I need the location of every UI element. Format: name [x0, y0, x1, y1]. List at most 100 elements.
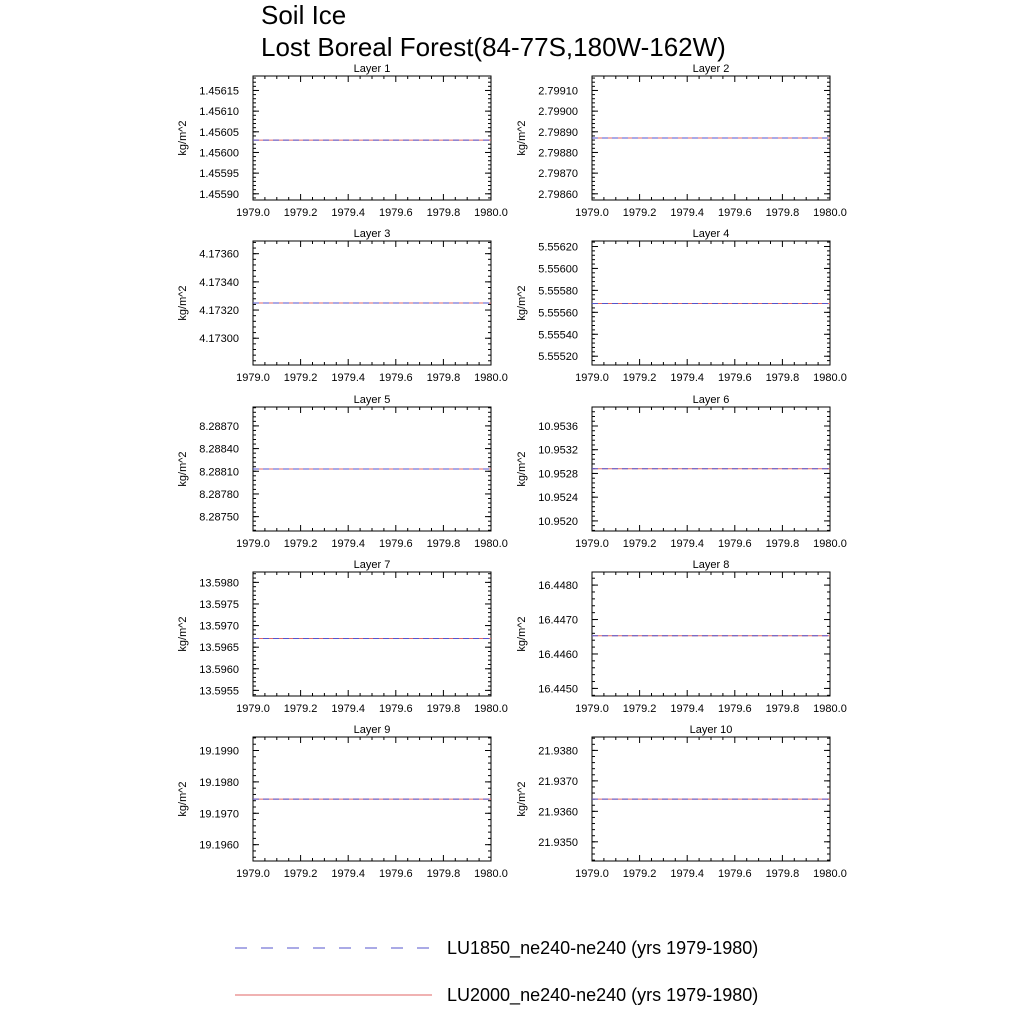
x-tick-label: 1979.0: [236, 372, 270, 384]
y-tick-label: 1.45600: [199, 147, 239, 159]
panel-layer-10: Layer 10 kg/m^2 1979.0 1979.2 1979.4 1979.6 19…: [516, 724, 847, 880]
x-tick-label: 1980.0: [813, 868, 847, 880]
x-tick-label: 1979.0: [575, 538, 609, 550]
x-tick-label: 1980.0: [474, 207, 508, 219]
y-tick-label: 13.5975: [199, 599, 239, 611]
x-tick-label: 1979.4: [670, 207, 704, 219]
y-tick-label: 13.5980: [199, 577, 239, 589]
y-tick-label: 2.79900: [538, 106, 578, 118]
panel-title: Layer 4: [693, 228, 730, 240]
x-tick-label: 1980.0: [813, 372, 847, 384]
figure-title-line1: Soil Ice: [261, 0, 346, 30]
y-tick-label: 16.4460: [538, 649, 578, 661]
y-tick-label: 13.5960: [199, 664, 239, 676]
plot-frame: [252, 571, 492, 697]
x-tick-label: 1979.6: [718, 372, 752, 384]
y-tick-label: 21.9360: [538, 806, 578, 818]
x-tick-label: 1979.2: [284, 372, 318, 384]
x-tick-label: 1979.0: [236, 207, 270, 219]
y-tick-label: 2.79890: [538, 127, 578, 139]
x-tick-label: 1979.0: [575, 868, 609, 880]
x-tick-label: 1979.4: [670, 538, 704, 550]
x-tick-label: 1979.2: [284, 703, 318, 715]
y-tick-label: 10.9532: [538, 445, 578, 457]
y-tick-label: 4.17320: [199, 305, 239, 317]
legend-label-lu2000: LU2000_ne240-ne240 (yrs 1979-1980): [447, 985, 758, 1006]
x-tick-label: 1979.2: [284, 538, 318, 550]
y-tick-label: 5.55580: [538, 285, 578, 297]
panel-layer-2: Layer 2 kg/m^2 1979.0 1979.2 1979.4 1979.6 197…: [516, 63, 847, 219]
y-tick-label: 5.55560: [538, 307, 578, 319]
y-axis-label: kg/m^2: [516, 616, 528, 651]
y-tick-label: 16.4450: [538, 683, 578, 695]
panel-title: Layer 6: [693, 394, 730, 406]
y-tick-label: 21.9370: [538, 776, 578, 788]
x-tick-label: 1979.4: [331, 703, 365, 715]
x-tick-label: 1979.2: [623, 868, 657, 880]
legend-label-lu1850: LU1850_ne240-ne240 (yrs 1979-1980): [447, 938, 758, 959]
x-tick-label: 1979.4: [670, 703, 704, 715]
y-tick-label: 4.17360: [199, 249, 239, 261]
x-tick-label: 1979.8: [766, 538, 800, 550]
x-tick-label: 1979.0: [236, 538, 270, 550]
y-tick-label: 4.17300: [199, 333, 239, 345]
plot-frame: [252, 75, 492, 201]
x-tick-label: 1979.6: [379, 868, 413, 880]
y-tick-label: 5.55540: [538, 329, 578, 341]
x-tick-label: 1979.0: [575, 703, 609, 715]
y-tick-label: 21.9380: [538, 745, 578, 757]
x-tick-label: 1979.0: [236, 703, 270, 715]
y-tick-label: 21.9350: [538, 837, 578, 849]
x-tick-label: 1979.2: [284, 868, 318, 880]
x-tick-label: 1979.6: [718, 703, 752, 715]
y-tick-label: 8.28750: [199, 512, 239, 524]
y-axis-label: kg/m^2: [516, 120, 528, 155]
y-tick-label: 5.55520: [538, 351, 578, 363]
x-tick-label: 1979.8: [427, 868, 461, 880]
y-tick-label: 1.45615: [199, 85, 239, 97]
y-tick-label: 2.79870: [538, 168, 578, 180]
panel-title: Layer 1: [354, 63, 391, 75]
x-tick-label: 1979.6: [379, 538, 413, 550]
x-tick-label: 1979.2: [623, 372, 657, 384]
y-tick-label: 13.5965: [199, 642, 239, 654]
panel-title: Layer 2: [693, 63, 730, 75]
x-tick-label: 1979.8: [427, 538, 461, 550]
x-tick-label: 1979.6: [718, 207, 752, 219]
panel-layer-7: Layer 7 kg/m^2 1979.0 1979.2 1979.4 1979.6 197…: [177, 559, 508, 715]
x-tick-label: 1979.8: [766, 207, 800, 219]
x-tick-label: 1980.0: [813, 703, 847, 715]
y-tick-label: 10.9536: [538, 421, 578, 433]
y-axis-label: kg/m^2: [516, 285, 528, 320]
x-tick-label: 1980.0: [813, 207, 847, 219]
x-tick-label: 1979.2: [623, 538, 657, 550]
y-axis-label: kg/m^2: [177, 285, 189, 320]
y-axis-label: kg/m^2: [177, 781, 189, 816]
x-tick-label: 1979.0: [236, 868, 270, 880]
y-axis-label: kg/m^2: [516, 451, 528, 486]
y-tick-label: 16.4480: [538, 580, 578, 592]
x-tick-label: 1979.6: [379, 703, 413, 715]
x-tick-label: 1979.0: [575, 372, 609, 384]
x-tick-label: 1979.4: [331, 372, 365, 384]
y-tick-label: 2.79910: [538, 85, 578, 97]
panel-title: Layer 10: [690, 724, 733, 736]
x-tick-label: 1980.0: [474, 868, 508, 880]
x-tick-label: 1980.0: [474, 372, 508, 384]
y-tick-label: 19.1960: [199, 840, 239, 852]
panel-layer-4: Layer 4 kg/m^2 1979.0 1979.2 1979.4 1979.6 197…: [516, 228, 847, 384]
x-tick-label: 1979.8: [427, 703, 461, 715]
x-tick-label: 1979.0: [575, 207, 609, 219]
x-tick-label: 1979.2: [284, 207, 318, 219]
y-tick-label: 10.9528: [538, 468, 578, 480]
y-tick-label: 1.45610: [199, 106, 239, 118]
x-tick-label: 1979.8: [427, 372, 461, 384]
panel-layer-6: Layer 6 kg/m^2 1979.0 1979.2 1979.4 1979.6 197…: [516, 394, 847, 550]
panel-title: Layer 9: [354, 724, 391, 736]
x-tick-label: 1980.0: [474, 538, 508, 550]
y-tick-label: 19.1990: [199, 745, 239, 757]
panel-title: Layer 5: [354, 394, 391, 406]
panel-layer-5: Layer 5 kg/m^2 1979.0 1979.2 1979.4 1979.6 197…: [177, 394, 508, 550]
x-tick-label: 1979.6: [718, 538, 752, 550]
